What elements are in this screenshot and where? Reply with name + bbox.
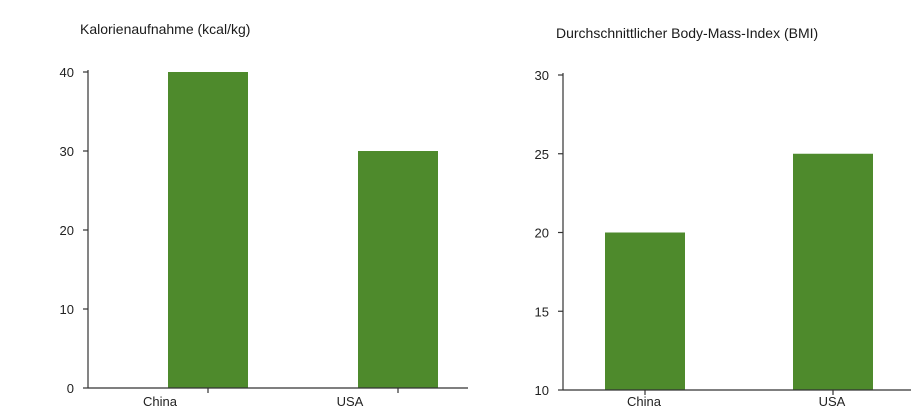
chart-bmi: Durchschnittlicher Body-Mass-Index (BMI)… [535,25,911,409]
x-tick-label-china: China [627,394,662,409]
y-tick-label: 20 [535,226,549,241]
y-tick-label: 0 [67,381,74,396]
x-tick-label-usa: USA [337,394,364,409]
plot-area: 10 15 20 25 30 [535,68,911,398]
chart-title: Kalorienaufnahme (kcal/kg) [80,21,250,37]
plot-area: 0 10 20 30 40 [60,65,468,396]
y-tick-label: 10 [60,302,74,317]
y-tick-label: 15 [535,304,549,319]
y-tick-label: 10 [535,383,549,398]
x-tick-label-china: China [143,394,178,409]
y-tick-label: 40 [60,65,74,80]
bar-usa [793,153,873,390]
chart-title: Durchschnittlicher Body-Mass-Index (BMI) [556,25,818,41]
bar-usa [358,151,438,388]
y-tick-label: 30 [60,144,74,159]
bar-china [605,232,685,390]
chart-calorie-intake: Kalorienaufnahme (kcal/kg) 0 10 20 30 40 Chi… [60,21,468,409]
x-tick-label-usa: USA [819,394,846,409]
bar-china [168,72,248,388]
y-tick-label: 25 [535,147,549,162]
y-tick-label: 20 [60,223,74,238]
y-tick-label: 30 [535,68,549,83]
